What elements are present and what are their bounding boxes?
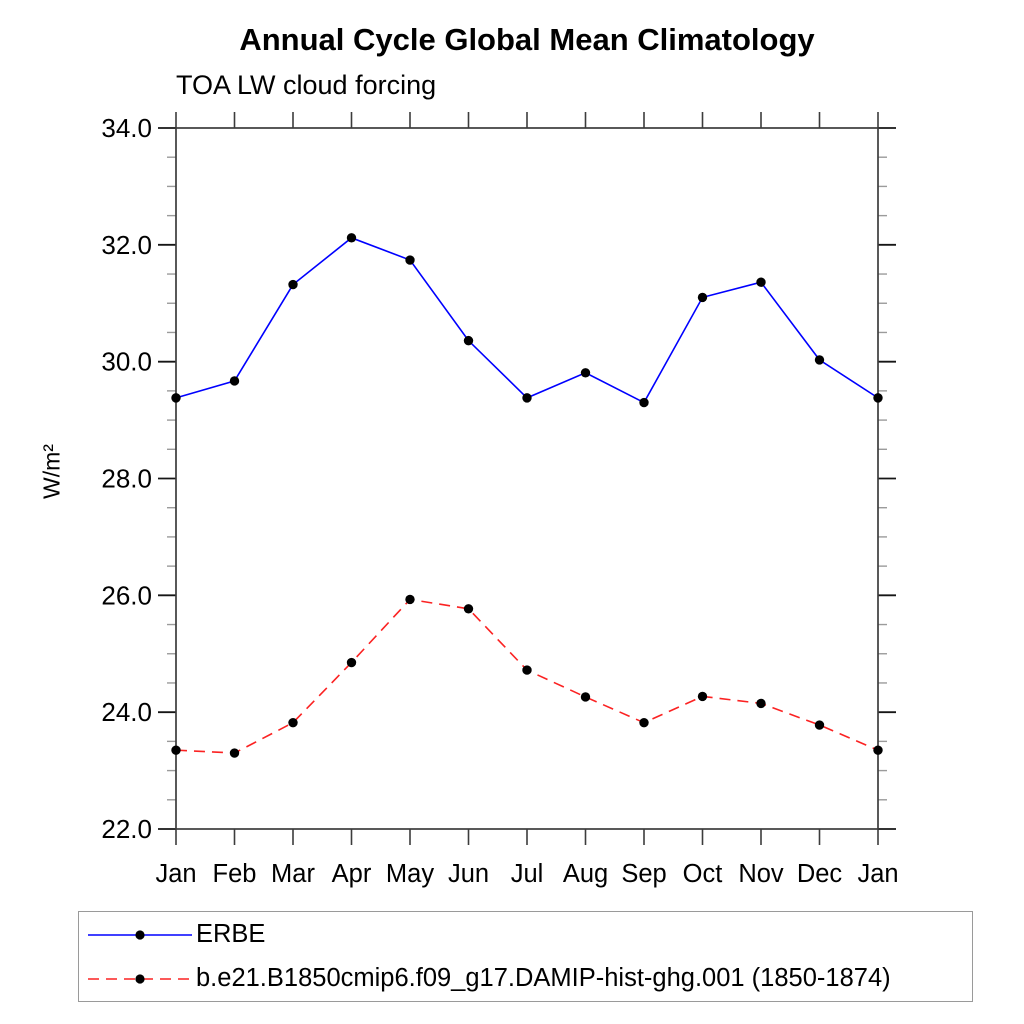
legend-sample-line-solid (88, 929, 192, 940)
data-point-marker (697, 292, 708, 303)
plot-box (175, 127, 879, 830)
legend-row-erbe: ERBE (84, 916, 972, 954)
data-point-marker (522, 665, 532, 675)
axis-ticks (158, 112, 896, 845)
data-point-marker (522, 393, 532, 403)
data-point-marker (697, 691, 708, 702)
legend-label-erbe: ERBE (196, 919, 266, 948)
x-tick-label: Sep (621, 860, 666, 888)
data-point-marker (229, 748, 240, 758)
x-tick-label: Jan (155, 860, 196, 888)
x-tick-label: Dec (797, 860, 843, 888)
x-tick-label: Jan (857, 860, 898, 888)
data-point-marker (346, 233, 357, 243)
data-point-marker (756, 277, 766, 287)
data-point-marker (814, 720, 825, 730)
data-point-marker (171, 393, 181, 403)
y-tick-label: 32.0 (101, 230, 152, 260)
x-tick-label: Jul (511, 860, 544, 888)
legend: ERBE b.e21.B1850cmip6.f09_g17.DAMIP-hist… (78, 911, 973, 1002)
chart-title: Annual Cycle Global Mean Climatology (239, 22, 815, 57)
y-tick-label: 30.0 (101, 347, 152, 377)
axis-labels: Jan Feb Mar Apr May Jun Jul Aug Sep Oct Nov Dec Jan2… (101, 113, 898, 888)
x-tick-label: May (386, 860, 434, 888)
data-point-marker (229, 376, 240, 386)
y-tick-label: 22.0 (101, 814, 152, 844)
x-tick-label: Apr (332, 860, 372, 888)
data-point-marker (580, 368, 591, 378)
series-line-1 (175, 598, 879, 754)
x-tick-label: Aug (563, 860, 608, 888)
x-tick-label: Oct (683, 860, 723, 888)
data-point-marker (873, 393, 883, 403)
data-point-marker (405, 594, 415, 605)
data-point-marker (580, 692, 591, 702)
data-point-marker (463, 335, 474, 346)
x-tick-label: Mar (271, 860, 315, 888)
legend-marker-icon (135, 929, 145, 940)
data-point-marker (814, 355, 825, 365)
data-point-marker (405, 255, 415, 265)
plot-border (175, 127, 879, 830)
data-point-marker (288, 279, 298, 290)
data-series (171, 233, 883, 758)
series-line-0 (175, 236, 879, 404)
data-point-marker (463, 604, 474, 614)
legend-marker-icon (135, 973, 145, 984)
y-tick-label: 28.0 (101, 464, 152, 494)
y-tick-label: 34.0 (101, 113, 152, 143)
data-point-marker (346, 657, 357, 668)
data-point-marker (171, 745, 181, 755)
x-tick-label: Feb (213, 860, 257, 888)
chart-subtitle: TOA LW cloud forcing (176, 70, 437, 100)
legend-label-model: b.e21.B1850cmip6.f09_g17.DAMIP-hist-ghg.… (196, 963, 891, 992)
data-point-marker (288, 717, 298, 728)
data-point-marker (639, 717, 649, 728)
y-tick-label: 24.0 (101, 697, 152, 727)
x-tick-label: Jun (448, 860, 489, 888)
data-point-marker (873, 745, 883, 755)
data-point-marker (639, 397, 649, 408)
data-point-marker (756, 698, 766, 709)
legend-row-model: b.e21.B1850cmip6.f09_g17.DAMIP-hist-ghg.… (84, 960, 972, 998)
y-tick-label: 26.0 (101, 580, 152, 610)
legend-sample-line-dashed (88, 973, 192, 984)
x-tick-label: Nov (738, 860, 784, 888)
